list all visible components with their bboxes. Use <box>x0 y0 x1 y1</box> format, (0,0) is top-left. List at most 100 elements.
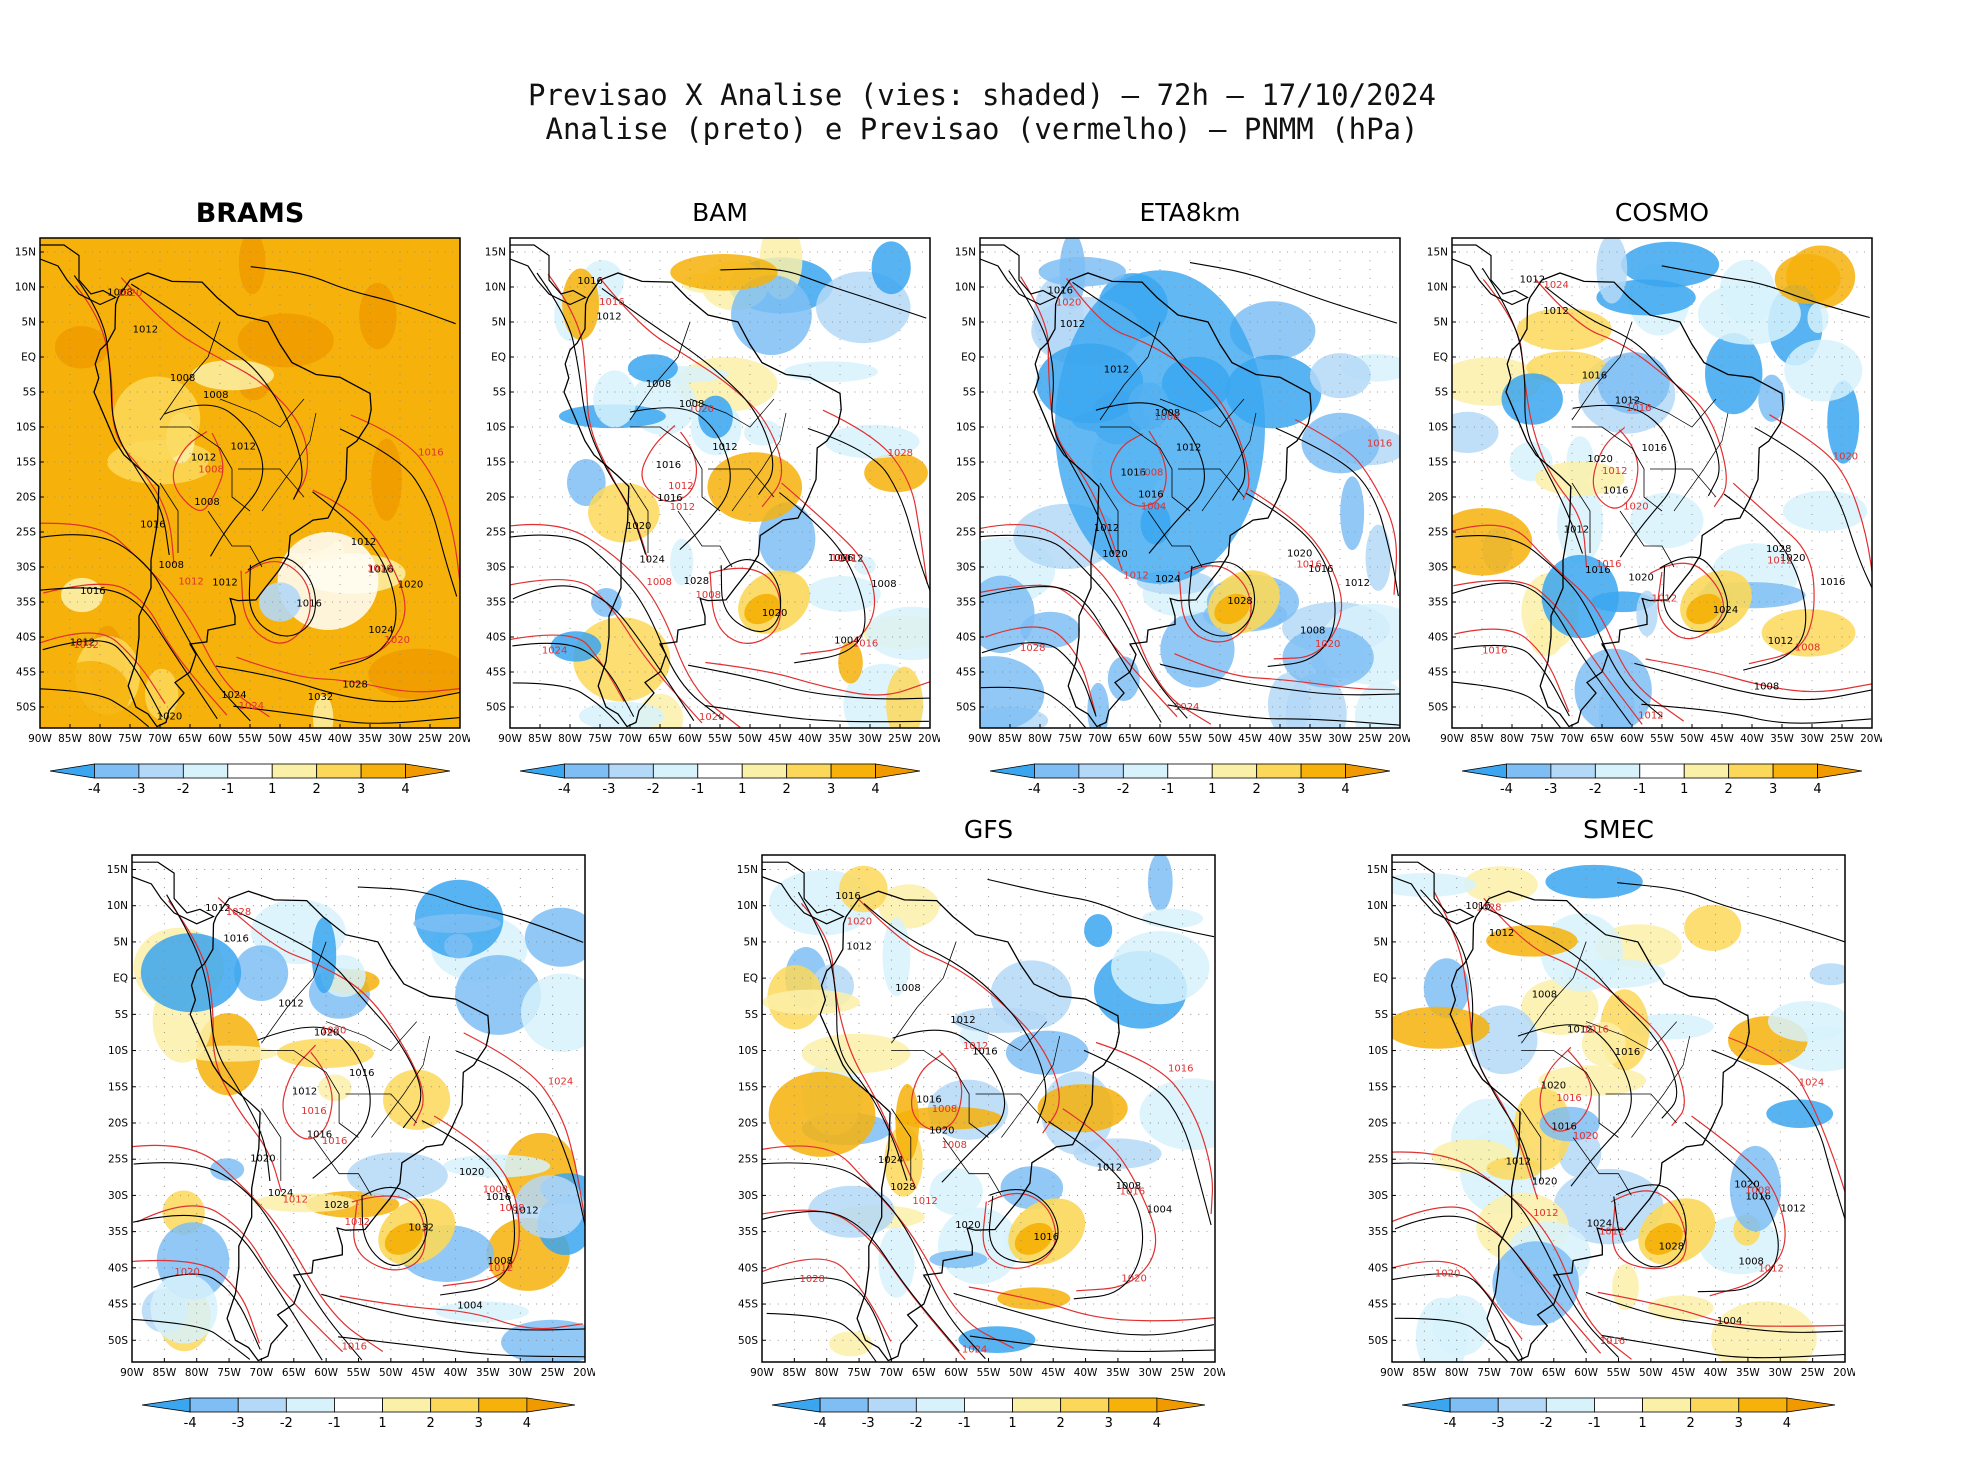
lon-tick-label: 60W <box>678 733 702 745</box>
analysis-isobar-label: 1012 <box>1780 1204 1805 1215</box>
colorbar-swatch <box>1787 1398 1835 1412</box>
lon-tick-label: 20W <box>918 733 940 745</box>
forecast-isobar-label: 1016 <box>418 447 443 458</box>
forecast-isobar-label: 1028 <box>799 1274 824 1285</box>
forecast-isobar-label: 1008 <box>1154 412 1179 423</box>
colorbar-label: 2 <box>1687 1416 1695 1431</box>
forecast-isobar-label: 1020 <box>1623 501 1648 512</box>
forecast-isobar-label: 1012 <box>1123 571 1148 582</box>
lon-tick-label: 30W <box>1800 733 1824 745</box>
forecast-isobar-label: 1008 <box>1745 1186 1770 1197</box>
lat-tick-label: 5N <box>491 317 506 329</box>
lat-tick-label: 15S <box>1368 1081 1388 1093</box>
bias-area <box>276 668 321 685</box>
analysis-isobar-label: 1012 <box>1520 274 1545 285</box>
lon-tick-label: 85W <box>528 733 552 745</box>
lon-tick-label: 35W <box>1736 1367 1760 1379</box>
lat-tick-label: 45S <box>738 1299 758 1311</box>
analysis-isobar-label: 1020 <box>955 1220 980 1231</box>
lat-tick-label: 5N <box>113 936 128 948</box>
lat-tick-label: 45S <box>108 1299 128 1311</box>
colorbar-label: 1 <box>1208 782 1216 797</box>
colorbar-swatch <box>142 1398 190 1412</box>
bias-area <box>1385 1007 1490 1049</box>
lat-tick-label: 15S <box>738 1081 758 1093</box>
colorbar-swatch <box>820 1398 868 1412</box>
lon-tick-label: 70W <box>618 733 642 745</box>
colorbar-swatch <box>1506 764 1550 778</box>
bias-area <box>579 702 665 731</box>
lat-tick-label: 30S <box>738 1190 758 1202</box>
lat-tick-label: 20S <box>108 1117 128 1129</box>
lon-tick-label: 90W <box>120 1367 144 1379</box>
colorbar-label: 2 <box>1057 1416 1065 1431</box>
bias-area <box>707 452 802 522</box>
lat-tick-label: EQ <box>491 352 506 364</box>
bias-area <box>1766 1100 1833 1128</box>
analysis-isobar-label: 1012 <box>846 942 871 953</box>
lon-tick-label: 25W <box>541 1367 565 1379</box>
analysis-isobar-label: 1016 <box>577 276 602 287</box>
lat-tick-label: 50S <box>1428 702 1448 714</box>
forecast-isobar-label: 1008 <box>647 577 672 588</box>
lat-tick-label: 10S <box>738 1045 758 1057</box>
forecast-isobar-label: 1012 <box>1767 556 1792 567</box>
lon-tick-label: 25W <box>1171 1367 1195 1379</box>
analysis-isobar-label: 1012 <box>1094 523 1119 534</box>
lat-tick-label: 40S <box>738 1262 758 1274</box>
forecast-isobar-label: 1012 <box>283 1194 308 1205</box>
colorbar-swatch <box>916 1398 964 1412</box>
analysis-isobar-label: 1008 <box>871 579 896 590</box>
lon-tick-label: 50W <box>379 1367 403 1379</box>
analysis-isobar-label: 1016 <box>1034 1232 1059 1243</box>
lat-tick-label: 50S <box>1368 1335 1388 1347</box>
analysis-isobar-label: 1012 <box>292 1087 317 1098</box>
colorbar-label: -3 <box>602 782 615 797</box>
analysis-isobar-label: 1016 <box>349 1068 374 1079</box>
lat-tick-label: 40S <box>956 632 976 644</box>
lat-tick-label: 5N <box>743 936 758 948</box>
lat-tick-label: 30S <box>956 562 976 574</box>
colorbar-label: 1 <box>1638 1416 1646 1431</box>
colorbar-label: 1 <box>1008 1416 1016 1431</box>
lat-tick-label: 15N <box>15 247 36 259</box>
lat-tick-label: 5S <box>963 387 977 399</box>
colorbar-label: -1 <box>221 782 234 797</box>
lon-tick-label: 65W <box>282 1367 306 1379</box>
lon-tick-label: 50W <box>1208 733 1232 745</box>
colorbar-label: -2 <box>647 782 660 797</box>
lon-tick-label: 20W <box>1833 1367 1855 1379</box>
lon-tick-label: 40W <box>444 1367 468 1379</box>
analysis-isobar-label: 1008 <box>159 560 184 571</box>
analysis-isobar-label: 1016 <box>1138 489 1163 500</box>
lon-tick-label: 80W <box>1028 733 1052 745</box>
bias-area <box>1084 914 1112 947</box>
lon-tick-label: 40W <box>798 733 822 745</box>
analysis-isobar-label: 1016 <box>140 520 165 531</box>
bias-area <box>444 934 473 959</box>
colorbar-label: 4 <box>523 1416 531 1431</box>
analysis-isobar-label: 1016 <box>656 460 681 471</box>
forecast-isobar-label: 1020 <box>1056 297 1081 308</box>
bias-area <box>886 667 923 742</box>
bias-area <box>55 326 108 369</box>
analysis-isobar-label: 1012 <box>1345 578 1370 589</box>
lon-tick-label: 35W <box>828 733 852 745</box>
lat-tick-label: 15S <box>16 457 36 469</box>
lat-tick-label: EQ <box>21 352 36 364</box>
bias-area <box>238 314 334 368</box>
bias-area <box>1775 254 1841 304</box>
colorbar-swatch <box>876 764 920 778</box>
analysis-isobar-label: 1020 <box>157 712 182 723</box>
bias-area <box>1684 905 1741 951</box>
forecast-isobar-label: 1016 <box>1626 403 1651 414</box>
forecast-isobar-label: 1024 <box>548 1077 573 1088</box>
bias-area <box>929 1168 983 1215</box>
lon-tick-label: 75W <box>1477 1367 1501 1379</box>
